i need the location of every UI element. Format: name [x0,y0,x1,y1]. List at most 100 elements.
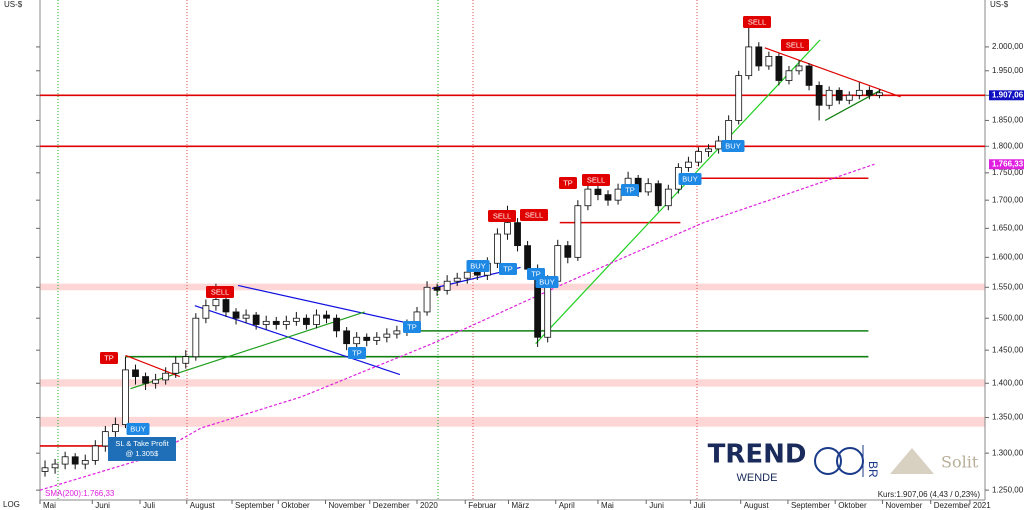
candle-body [735,75,743,121]
zone [40,379,985,387]
signal-label: SELL [587,175,605,184]
candle-body [755,46,763,67]
candle-body [393,330,401,335]
y-tick-label: 2.000,00 [992,42,1024,51]
candle-body [303,317,310,325]
signal-box [100,352,118,364]
note-text: @ 1.305$ [126,449,159,458]
candle-body [91,445,99,461]
candle-body [242,314,250,319]
x-tick-label: November [885,501,922,510]
quote: Kurs:1.907,06 (4,43 / 0,23%) [878,490,981,499]
y-tick-label: 1.750,00 [992,168,1024,177]
candle-body [262,320,270,325]
signal-box [499,263,517,275]
signal-label: BUY [725,141,740,150]
signal-box [535,276,559,288]
candle-body [845,94,853,101]
candle-body [343,330,351,345]
candle-body [122,369,129,425]
candle-body [152,379,160,384]
x-tick-label: April [559,501,575,510]
x-tick-label: 2020 [420,501,438,510]
x-tick-label: Dezember [373,501,410,510]
sma-tag-box [989,159,1024,170]
x-tick-label: Mai [601,501,614,510]
y-tick-label: 1.800,00 [992,141,1024,150]
signal-label: SELL [493,211,511,220]
trendline [764,47,901,98]
brand-solit: Solit [941,453,979,472]
signal-label: BUY [130,424,145,433]
candle-body [212,299,220,307]
zone [40,416,985,427]
signal-label: TP [503,264,513,273]
x-tick-label: 2021 [973,501,991,510]
candle-body [815,85,823,106]
x-tick-label: Oktober [838,501,867,510]
candle-body [494,233,501,264]
trendline [130,311,365,390]
x-tick-label: August [190,501,216,510]
candle-body [876,92,883,96]
candle-body [172,362,180,374]
signal-box [559,177,577,189]
x-tick-label: Juni [649,501,664,510]
candle-body [423,286,431,313]
candle-body [524,245,531,270]
signal-label: SELL [748,17,766,26]
signal-label: BUY [470,261,485,270]
candle-body [805,65,813,86]
candle-body [855,89,863,96]
candle-body [825,89,833,106]
candle-body [554,245,562,282]
candle-body [705,148,712,152]
trendline [237,284,421,327]
signal-box [621,184,639,196]
trendline [535,39,821,345]
signal-box [206,286,234,298]
candle-body [795,65,803,72]
y-tick-label: 1.300,00 [992,448,1024,457]
candle-body [463,271,471,279]
signal-label: SELL [786,40,804,49]
signal-box [678,173,702,185]
x-tick-label: Juli [693,501,705,510]
sma-legend: SMA(200):1.766,33 [45,489,115,498]
brand-pyramid [890,448,934,474]
x-tick-label: Mai [43,501,56,510]
candle-body [453,277,461,282]
x-tick-label: März [511,501,529,510]
x-tick-label: Februar [468,501,496,510]
brand-trend: TREND [708,440,807,470]
candle-body [775,55,783,81]
candle-body [715,140,722,150]
candle-body [564,245,572,258]
y-tick-label: 1.450,00 [992,345,1024,354]
candle-body [333,317,340,332]
candle-body [443,280,451,291]
price-tag: 1.907,06 [992,90,1024,99]
candle-body [745,46,753,77]
signal-box [743,16,771,28]
candle-body [182,356,190,364]
zone [40,283,985,291]
candle-body [41,467,49,472]
candle-body [232,311,240,319]
y-tick-label: 1.650,00 [992,223,1024,232]
signal-box [520,209,548,221]
candle-body [574,205,582,258]
y-tick-label: 1.550,00 [992,282,1024,291]
signal-label: TP [407,322,417,331]
trendline [125,354,180,378]
signal-box [126,423,150,435]
y-tick-label: 1.850,00 [992,116,1024,125]
y-tick-label: 1.700,00 [992,195,1024,204]
y-tick-label: 1.600,00 [992,252,1024,261]
candle-body [101,431,109,447]
trendline [194,305,401,376]
x-tick-label: Juli [143,501,155,510]
signal-label: TP [104,353,114,362]
